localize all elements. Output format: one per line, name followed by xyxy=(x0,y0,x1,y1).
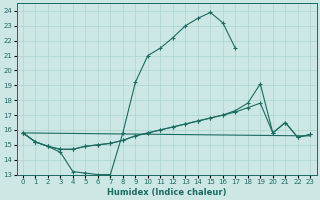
X-axis label: Humidex (Indice chaleur): Humidex (Indice chaleur) xyxy=(107,188,226,197)
